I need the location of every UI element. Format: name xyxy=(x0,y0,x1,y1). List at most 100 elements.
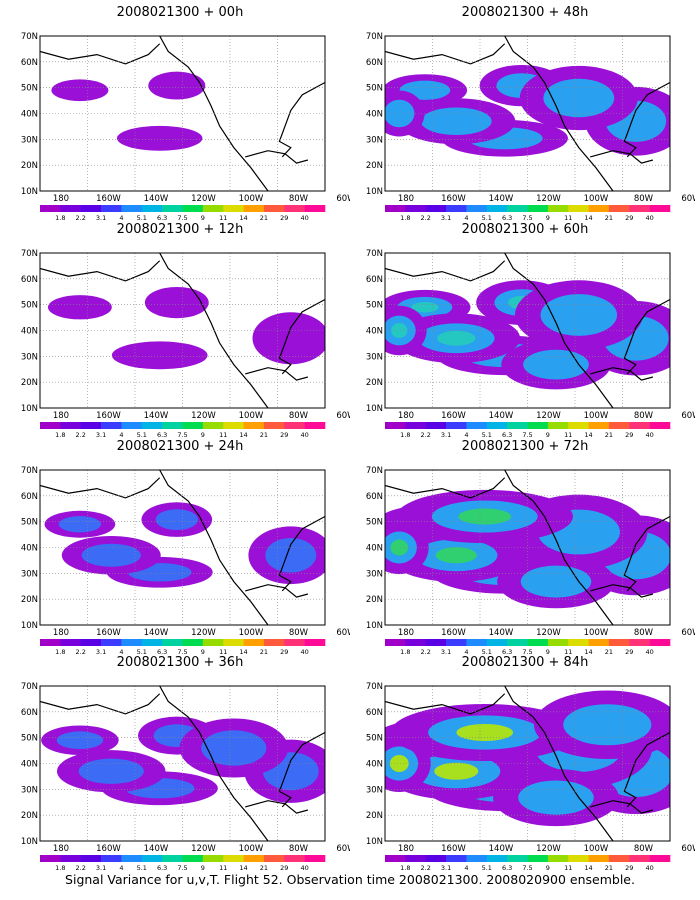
colorbar-swatch xyxy=(446,639,467,646)
lon-tick-label: 180 xyxy=(398,411,414,421)
colorbar-label: 4 xyxy=(119,864,123,872)
west-coast-line xyxy=(504,470,614,625)
west-coast-line xyxy=(504,686,614,841)
colorbar-label: 3.1 xyxy=(96,431,106,439)
lon-tick-label: 160W xyxy=(96,194,121,204)
colorbar-label: 21 xyxy=(260,431,268,439)
lat-tick-label: 40N xyxy=(366,544,383,554)
coastline xyxy=(40,36,325,191)
map-panel: 2008021300 + 60h 70N 60N 50N 40N 30N 20N 10N 180… xyxy=(355,222,695,439)
colorbar-label: 21 xyxy=(605,214,613,222)
alaska-coast-line xyxy=(385,260,506,282)
colorbar-swatch xyxy=(284,639,305,646)
lon-tick-label: 60W xyxy=(681,844,695,854)
lon-tick-label: 100W xyxy=(239,194,264,204)
colorbar-label: 29 xyxy=(280,864,288,872)
colorbar-swatch xyxy=(162,855,183,862)
colorbar-swatch xyxy=(568,639,589,646)
east-coast-line xyxy=(278,515,325,592)
shade-blob xyxy=(47,295,112,320)
colorbar-swatch xyxy=(202,855,224,862)
colorbar-swatch xyxy=(101,639,122,646)
colorbar-label: 7.5 xyxy=(177,431,187,439)
lat-tick-label: 10N xyxy=(21,621,38,631)
colorbar-swatch xyxy=(507,422,528,429)
colorbar-swatch xyxy=(385,639,406,646)
lat-tick-label: 20N xyxy=(366,161,383,171)
gulf-coast-line xyxy=(245,367,309,381)
alaska-coast-line xyxy=(40,693,161,715)
colorbar-label: 4 xyxy=(119,431,123,439)
shade-blob xyxy=(435,547,477,564)
coastline xyxy=(385,36,670,191)
colorbar-label: 7.5 xyxy=(522,648,532,656)
colorbar-label: 11 xyxy=(219,431,227,439)
lat-tick-label: 60N xyxy=(21,275,38,285)
colorbar-label: 1.8 xyxy=(400,864,410,872)
shade-blob xyxy=(51,79,109,102)
gridlines xyxy=(40,470,325,625)
colorbar-label: 1.8 xyxy=(55,864,65,872)
colorbar-label: 5.1 xyxy=(137,864,147,872)
colorbar-label: 5.1 xyxy=(482,431,492,439)
colorbar-label: 3.1 xyxy=(441,864,451,872)
colorbar-label: 21 xyxy=(260,648,268,656)
colorbar-label: 9 xyxy=(546,864,550,872)
map-plot: 70N 60N 50N 40N 30N 20N 10N 180 160W 140W 120W 100W… xyxy=(21,682,350,872)
colorbar-label: 7.5 xyxy=(522,864,532,872)
colorbar-label: 40 xyxy=(646,648,654,656)
map-plot: 70N 60N 50N 40N 30N 20N 10N 180 160W 140W 120W 100W… xyxy=(366,32,695,222)
shade-blob xyxy=(543,78,615,118)
colorbar-label: 14 xyxy=(239,648,247,656)
colorbar-swatch xyxy=(284,855,305,862)
lon-tick-label: 180 xyxy=(53,628,69,638)
coastline xyxy=(40,686,325,841)
colorbar-label: 5.1 xyxy=(137,648,147,656)
lat-tick-label: 60N xyxy=(366,58,383,68)
gridlines xyxy=(385,253,670,408)
colorbar-swatch xyxy=(588,422,610,429)
lon-tick-label: 60W xyxy=(336,628,350,638)
gridlines xyxy=(385,36,670,191)
panel-title: 2008021300 + 72h xyxy=(461,439,589,454)
colorbar-swatch xyxy=(486,855,508,862)
colorbar-swatch xyxy=(243,422,265,429)
gulf-coast-line xyxy=(590,367,654,381)
lon-tick-label: 80W xyxy=(289,411,309,421)
colorbar-label: 1.8 xyxy=(400,431,410,439)
colorbar-swatch xyxy=(629,422,650,429)
colorbar-swatch xyxy=(486,205,508,212)
colorbar-label: 29 xyxy=(625,864,633,872)
colorbar-swatch xyxy=(588,855,610,862)
lat-tick-label: 50N xyxy=(366,518,383,528)
colorbar-swatch xyxy=(80,639,102,646)
lon-tick-label: 100W xyxy=(584,844,609,854)
colorbar-label: 7.5 xyxy=(177,648,187,656)
lat-tick-label: 10N xyxy=(21,404,38,414)
colorbar-label: 14 xyxy=(584,648,592,656)
colorbar-label: 3.1 xyxy=(441,214,451,222)
alaska-coast-line xyxy=(40,260,161,282)
shade-blob xyxy=(201,730,267,766)
map-panel: 2008021300 + 84h 70N 60N 50N 40N 30N 20N 10N 180… xyxy=(355,655,695,872)
variance-shading xyxy=(44,502,325,588)
colorbar-swatch xyxy=(162,639,183,646)
colorbar-swatch xyxy=(405,205,427,212)
lat-tick-label: 70N xyxy=(21,466,38,476)
lat-tick-label: 70N xyxy=(21,249,38,259)
lat-tick-label: 10N xyxy=(366,187,383,197)
shade-blob xyxy=(420,107,492,136)
lon-tick-label: 140W xyxy=(489,194,514,204)
west-coast-line xyxy=(159,686,269,841)
map-frame xyxy=(384,469,671,626)
east-coast-line xyxy=(278,298,325,375)
lat-tick-label: 60N xyxy=(366,708,383,718)
lat-tick-label: 50N xyxy=(21,301,38,311)
lon-tick-label: 100W xyxy=(584,628,609,638)
colorbar-label: 9 xyxy=(546,431,550,439)
panel-title: 2008021300 + 60h xyxy=(461,222,589,237)
colorbar-swatch xyxy=(304,422,326,429)
colorbar-label: 11 xyxy=(219,214,227,222)
coastline xyxy=(385,470,670,625)
variance-shading xyxy=(385,280,670,390)
